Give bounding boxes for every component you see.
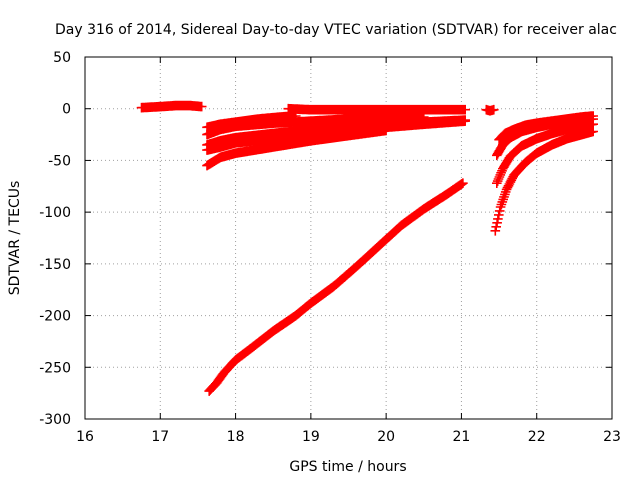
series-arc-l xyxy=(492,119,598,188)
y-tick-label: -150 xyxy=(39,257,71,273)
x-tick-label: 20 xyxy=(377,429,395,445)
point-markers xyxy=(136,100,207,113)
series-arc-e xyxy=(202,112,429,140)
point-markers xyxy=(492,114,598,161)
series-arc-m xyxy=(490,126,598,236)
point-markers xyxy=(481,104,499,116)
plot-frame xyxy=(84,56,613,420)
point-markers xyxy=(283,103,470,115)
series-arc-k xyxy=(492,114,598,161)
chart-title: Day 316 of 2014, Sidereal Day-to-day VTE… xyxy=(55,22,617,38)
series-arc-c xyxy=(481,104,499,116)
x-axis-label: GPS time / hours xyxy=(289,459,406,475)
x-tick-label: 23 xyxy=(603,429,621,445)
y-tick-label: -300 xyxy=(39,412,71,428)
series-arc-a xyxy=(136,100,207,113)
x-tick-label: 19 xyxy=(302,429,320,445)
y-axis-label: SDTVAR / TECUs xyxy=(7,181,23,296)
y-tick-label: 0 xyxy=(62,102,71,118)
x-tick-label: 22 xyxy=(528,429,546,445)
y-tick-label: -250 xyxy=(39,360,71,376)
x-tick-label: 16 xyxy=(76,429,94,445)
point-markers xyxy=(492,119,598,188)
series-arc-b xyxy=(283,103,470,115)
y-tick-label: -100 xyxy=(39,205,71,221)
point-markers xyxy=(490,126,598,236)
x-tick-label: 21 xyxy=(453,429,471,445)
x-tick-labels: 16 17 18 19 20 21 22 23 xyxy=(76,429,621,445)
y-tick-label: -200 xyxy=(39,309,71,325)
series-arc-h xyxy=(202,125,391,171)
axis-ticks xyxy=(84,56,613,420)
y-tick-label: 50 xyxy=(53,50,71,66)
y-tick-labels: 50 0 -50 -100 -150 -200 -250 -300 xyxy=(39,50,71,428)
series-arc-i xyxy=(204,178,468,396)
x-tick-label: 17 xyxy=(151,429,169,445)
y-tick-label: -50 xyxy=(48,153,71,169)
data-points xyxy=(136,100,598,396)
point-markers xyxy=(202,112,429,140)
x-tick-label: 18 xyxy=(227,429,245,445)
point-markers xyxy=(204,178,468,396)
point-markers xyxy=(202,125,391,171)
